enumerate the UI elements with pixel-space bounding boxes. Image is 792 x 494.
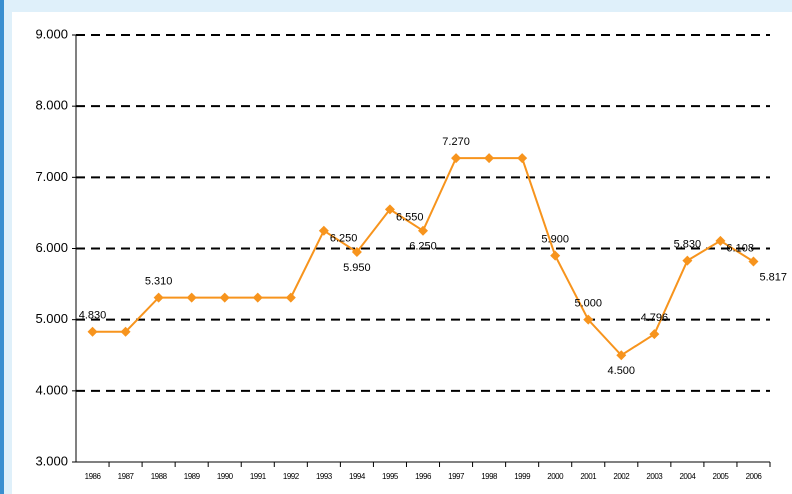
y-tick-label: 7.000 — [35, 169, 68, 184]
point-marker — [351, 247, 362, 258]
data-label: 5.310 — [145, 276, 173, 288]
y-tick-label: 4.000 — [35, 382, 68, 397]
point-marker — [550, 250, 561, 261]
point-marker — [252, 292, 263, 303]
data-label: 4.830 — [79, 310, 107, 322]
x-tick-label: 1996 — [415, 472, 432, 481]
point-marker — [517, 153, 528, 164]
data-label: 4.796 — [641, 312, 669, 324]
data-label: 6.250 — [330, 233, 358, 245]
point-marker — [715, 235, 726, 246]
point-marker — [583, 314, 594, 325]
data-label: 6.550 — [396, 211, 424, 223]
point-marker — [384, 204, 395, 215]
data-label: 4.500 — [608, 365, 636, 377]
point-marker — [120, 326, 131, 337]
point-marker — [649, 329, 660, 340]
x-tick-label: 1993 — [316, 472, 333, 481]
point-marker — [153, 292, 164, 303]
y-tick-label: 6.000 — [35, 240, 68, 255]
data-label: 7.270 — [442, 136, 470, 148]
point-marker — [682, 255, 693, 266]
x-tick-label: 1994 — [349, 472, 366, 481]
plot-background — [12, 12, 792, 494]
data-label: 6.250 — [409, 241, 437, 253]
data-label: 5.950 — [343, 262, 371, 274]
y-tick-label: 5.000 — [35, 311, 68, 326]
x-tick-label: 1988 — [151, 472, 168, 481]
x-tick-label: 2006 — [746, 472, 763, 481]
x-tick-label: 1989 — [184, 472, 201, 481]
x-tick-label: 2002 — [613, 472, 630, 481]
point-marker — [318, 225, 329, 236]
x-tick-label: 1992 — [283, 472, 300, 481]
point-marker — [748, 256, 759, 267]
data-label: 6.108 — [726, 243, 754, 255]
x-tick-label: 1990 — [217, 472, 234, 481]
point-marker — [186, 292, 197, 303]
point-marker — [219, 292, 230, 303]
data-label: 5.900 — [541, 234, 569, 246]
x-tick-label: 1987 — [118, 472, 135, 481]
x-tick-label: 1991 — [250, 472, 267, 481]
point-marker — [87, 326, 98, 337]
point-marker — [616, 350, 627, 361]
x-tick-label: 1998 — [481, 472, 498, 481]
y-tick-label: 9.000 — [35, 26, 68, 41]
frame-edge — [0, 0, 4, 494]
data-label: 5.830 — [674, 239, 702, 251]
point-marker — [484, 153, 495, 164]
point-marker — [285, 292, 296, 303]
data-label: 5.817 — [759, 271, 787, 283]
point-marker — [418, 225, 428, 236]
x-tick-label: 2003 — [646, 472, 663, 481]
x-tick-label: 1986 — [85, 472, 102, 481]
x-tick-label: 2001 — [580, 472, 597, 481]
data-label: 5.000 — [574, 298, 602, 310]
point-marker — [451, 153, 462, 164]
x-tick-label: 2004 — [679, 472, 696, 481]
y-tick-label: 3.000 — [35, 453, 68, 468]
x-tick-label: 2005 — [713, 472, 730, 481]
x-tick-label: 1999 — [514, 472, 531, 481]
y-tick-label: 8.000 — [35, 98, 68, 113]
x-tick-label: 2000 — [547, 472, 564, 481]
x-tick-label: 1997 — [448, 472, 465, 481]
x-tick-label: 1995 — [382, 472, 399, 481]
